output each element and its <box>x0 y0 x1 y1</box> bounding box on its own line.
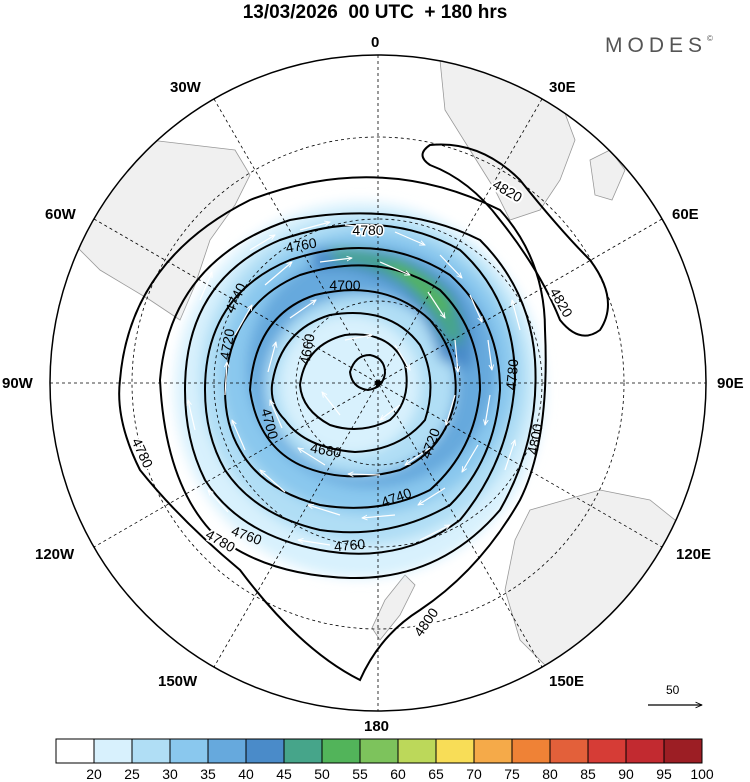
colorbar-swatch <box>549 738 589 764</box>
colorbar-tick-label: 100 <box>690 766 714 782</box>
colorbar-swatch <box>397 738 437 764</box>
colorbar-tick-label: 45 <box>276 766 292 782</box>
colorbar-tick-label: 40 <box>238 766 254 782</box>
colorbar-tick-label: 55 <box>352 766 368 782</box>
lon-label-30e: 30E <box>549 79 576 96</box>
lon-label-180: 180 <box>364 718 390 735</box>
colorbar-tick-label: 70 <box>466 766 482 782</box>
wind-vectors <box>188 222 521 546</box>
colorbar-swatch <box>131 738 171 764</box>
colorbar-swatch <box>245 738 285 764</box>
lon-label-0: 0 <box>371 34 380 51</box>
contour-label: 4780 <box>503 358 522 391</box>
contour-label: 4680 <box>309 439 343 460</box>
colorbar-swatch <box>359 738 399 764</box>
colorbar-swatch <box>93 738 133 764</box>
contour-label: 4700 <box>258 407 282 441</box>
colorbar-swatch <box>283 738 323 764</box>
contour-label: 4780 <box>352 222 383 238</box>
map-boundary <box>49 54 707 712</box>
lon-label-60w: 60W <box>45 206 76 223</box>
colorbar-swatch <box>207 738 247 764</box>
lon-label-30w: 30W <box>170 79 201 96</box>
lon-label-150e: 150E <box>549 673 585 690</box>
land-madagascar <box>589 149 626 201</box>
brand-text: MODES <box>605 34 708 57</box>
contour-label: 4760 <box>333 536 366 555</box>
lon-label-120w: 120W <box>35 546 75 563</box>
contour-label: 4760 <box>284 234 318 255</box>
colorbar-swatch <box>663 738 703 764</box>
contour-label: 4720 <box>216 327 237 361</box>
colorbar-tick-label: 90 <box>618 766 634 782</box>
colorbar <box>55 738 703 764</box>
reference-vector-label: 50 <box>666 683 680 697</box>
contour-label: 4700 <box>329 277 360 293</box>
colorbar-tick-label: 35 <box>200 766 216 782</box>
colorbar-tick-label: 85 <box>580 766 596 782</box>
colorbar-swatch <box>435 738 475 764</box>
colorbar-tick-label: 65 <box>428 766 444 782</box>
colorbar-tick-label: 80 <box>542 766 558 782</box>
contour-label: 4800 <box>524 422 545 456</box>
colorbar-swatch <box>511 738 551 764</box>
colorbar-tick-label: 50 <box>314 766 330 782</box>
colorbar-swatch <box>55 738 95 764</box>
colorbar-swatch <box>321 738 361 764</box>
colorbar-swatch <box>625 738 665 764</box>
lon-label-90w: 90W <box>2 375 33 392</box>
colorbar-tick-label: 25 <box>124 766 140 782</box>
colorbar-tick-label: 95 <box>656 766 672 782</box>
colorbar-tick-label: 75 <box>504 766 520 782</box>
map-disc <box>50 55 706 711</box>
map-title: 13/03/2026 00 UTC + 180 hrs <box>242 2 508 23</box>
lon-label-120e: 120E <box>676 546 712 563</box>
colorbar-tick-label: 30 <box>162 766 178 782</box>
lon-label-150w: 150W <box>158 673 198 690</box>
low-center <box>375 380 381 386</box>
colorbar-swatch <box>587 738 627 764</box>
polar-map: 4820 4820 4780 4760 4740 4720 4700 4660 … <box>49 54 707 712</box>
copyright-mark: © <box>707 34 713 43</box>
contour-label: 4660 <box>296 332 317 366</box>
colorbar-swatch <box>473 738 513 764</box>
colorbar-swatch <box>169 738 209 764</box>
colorbar-tick-label: 20 <box>86 766 102 782</box>
land-new-zealand <box>371 574 416 641</box>
brand-logo: MODES© <box>605 34 713 58</box>
colorbar-tick-label: 60 <box>390 766 406 782</box>
lon-label-90e: 90E <box>717 375 744 392</box>
lon-label-60e: 60E <box>672 206 699 223</box>
